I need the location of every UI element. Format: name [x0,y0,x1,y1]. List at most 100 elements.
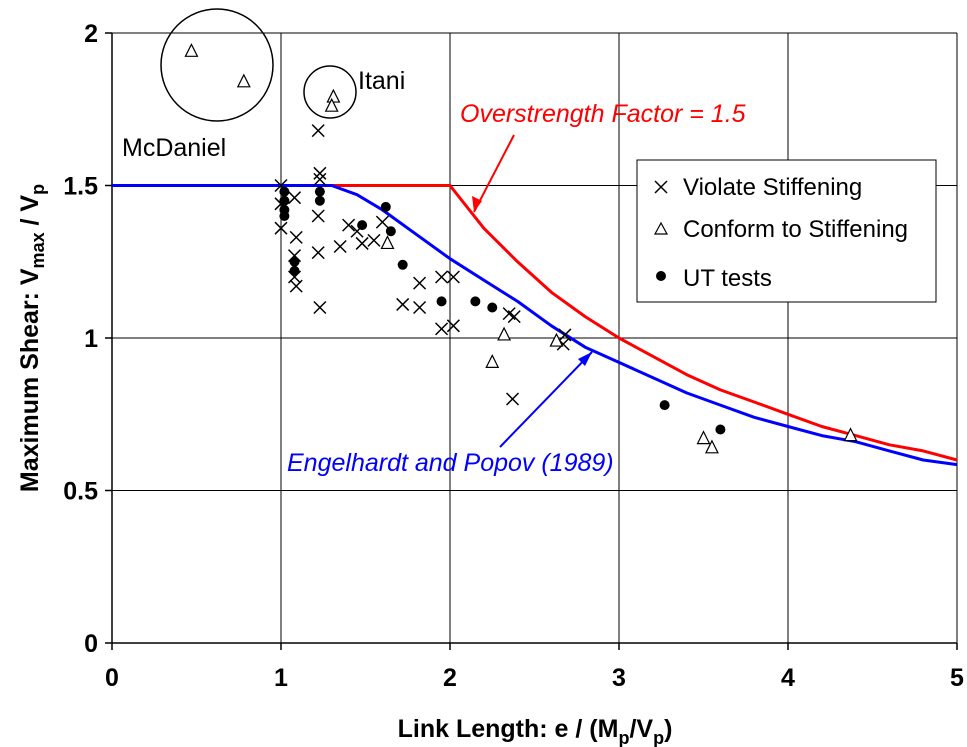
violate-marker-20 [396,297,410,311]
ut-marker-9 [380,201,391,212]
overstrength-arrowhead [472,196,482,212]
violate-marker-stroke [435,270,449,284]
violate-marker-4 [289,230,303,244]
violate-marker-25 [446,270,460,284]
ut-marker-3 [279,211,290,221]
x-tick-label-3: 3 [612,664,626,692]
violate-marker-21 [413,276,427,290]
y-tick-labels: 0 0.5 1 1.5 2 [63,20,98,658]
legend-x-marker [654,180,668,194]
ut-marker-14 [487,302,498,313]
ut-marker-1 [279,195,290,206]
violate-marker-stroke [413,276,427,290]
violate-marker-28 [507,310,521,324]
itani-label: Itani [358,67,405,95]
conform-marker-3 [324,97,339,112]
x-axis-title: Link Length: e / (Mp/Vp) [398,715,673,747]
violate-marker-stroke [289,230,303,244]
violate-marker-7 [289,279,303,293]
markers [184,42,858,454]
violate-marker-8 [311,124,325,138]
violate-marker-10 [313,172,327,186]
violate-marker-26 [446,319,460,333]
axes [105,32,958,650]
violate-marker-stroke [375,215,389,229]
y-axis-title: Maximum Shear: Vmax / Vp [16,184,48,492]
violate-marker-stroke [333,239,347,254]
x-tick-label-2: 2 [443,664,457,692]
violate-marker-1 [274,221,288,235]
violate-marker-stroke [311,246,325,260]
conform-marker-0 [184,42,199,57]
conform-marker-10 [843,427,858,442]
itani-circle [303,65,357,119]
y-tick-label-2: 1 [84,325,98,353]
violate-marker-stroke [502,307,516,321]
ut-marker-7 [314,195,325,206]
x-tick-label-4: 4 [781,664,795,692]
x-tick-label-0: 0 [105,664,119,692]
violate-marker-stroke [289,279,303,293]
legend-box [636,159,937,303]
mcdaniel-circle [160,8,274,122]
violate-marker-14 [333,239,347,254]
ut-marker-11 [397,259,408,270]
violate-marker-29 [505,392,520,406]
x-tick-label-1: 1 [274,664,288,692]
ut-marker-10 [385,226,396,237]
legend-violate: Violate Stiffening [683,174,862,201]
conform-marker-6 [497,326,512,341]
ut-marker-15 [659,400,670,411]
legend-conform: Conform to Stiffening [683,216,908,243]
violate-marker-18 [367,233,381,247]
y-tick-label-1: 0.5 [63,478,98,506]
violate-marker-11 [311,209,325,223]
violate-marker-stroke [355,236,369,250]
engelhardt-label: Engelhardt and Popov (1989) [287,449,614,477]
conform-marker-1 [236,73,251,88]
violate-marker-stroke [313,172,327,186]
violate-marker-19 [375,215,389,229]
violate-marker-3 [287,191,302,205]
violate-marker-stroke [558,328,572,342]
violate-marker-23 [435,270,449,284]
violate-marker-stroke [507,310,521,324]
ut-marker-12 [436,296,447,307]
ut-marker-0 [279,186,290,197]
violate-marker-stroke [287,191,302,205]
violate-marker-stroke [311,209,325,223]
conform-marker-9 [704,439,719,454]
violate-marker-stroke [313,166,327,180]
violate-marker-stroke [556,337,570,351]
legend-dot-marker [656,271,666,281]
violate-marker-stroke [446,270,460,284]
engelhardt-arrowhead [578,352,592,366]
legend-ut: UT tests [683,265,772,292]
violate-marker-stroke [413,300,427,315]
violate-marker-stroke [313,300,327,315]
violate-marker-stroke [446,319,460,333]
violate-marker-stroke [367,233,381,247]
y-tick-label-3: 1.5 [63,173,98,201]
violate-marker-stroke [396,297,410,311]
violate-marker-22 [413,300,427,315]
conform-marker-5 [485,354,500,368]
ut-marker-6 [314,186,325,197]
violate-marker-24 [435,322,449,336]
conform-marker-7 [549,332,564,347]
legend: Violate Stiffening Conform to Stiffening… [636,159,937,303]
mcdaniel-label: McDaniel [122,134,226,162]
conform-marker-8 [696,430,711,445]
violate-marker-stroke [274,221,288,235]
violate-marker-15 [342,218,356,232]
overstrength-arrow [473,134,515,213]
violate-marker-9 [313,166,327,180]
engelhardt-arrow [499,351,593,448]
ut-marker-5 [289,265,300,276]
ut-marker-13 [470,296,481,307]
ut-marker-8 [357,220,368,231]
violate-marker-stroke [505,392,520,406]
violate-marker-stroke [274,178,288,193]
violate-marker-12 [311,246,325,260]
